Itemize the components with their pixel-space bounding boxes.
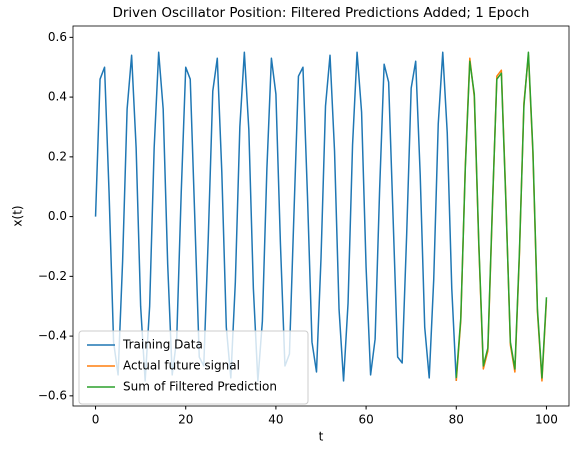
y-tick-label: −0.2 bbox=[38, 269, 67, 283]
x-tick-label: 0 bbox=[92, 413, 100, 427]
legend-label: Actual future signal bbox=[123, 359, 240, 373]
axes-frame bbox=[72, 25, 570, 407]
x-tick-label: 40 bbox=[268, 413, 283, 427]
y-axis-label: x(t) bbox=[11, 205, 25, 226]
x-tick-label: 80 bbox=[449, 413, 464, 427]
x-tick-label: 60 bbox=[358, 413, 373, 427]
y-tick-label: 0.6 bbox=[48, 30, 67, 44]
legend-label: Sum of Filtered Prediction bbox=[123, 380, 277, 394]
y-tick-label: −0.4 bbox=[38, 329, 67, 343]
y-tick-label: 0.2 bbox=[48, 149, 67, 163]
y-tick-label: 0.0 bbox=[48, 209, 67, 223]
y-tick-label: 0.4 bbox=[48, 90, 67, 104]
chart-title: Driven Oscillator Position: Filtered Pre… bbox=[112, 5, 529, 21]
legend-box bbox=[78, 330, 309, 405]
series-line bbox=[94, 51, 458, 382]
series-line bbox=[455, 54, 548, 382]
y-tick-label: −0.6 bbox=[38, 388, 67, 402]
x-axis-label: t bbox=[319, 430, 324, 444]
x-tick-label: 20 bbox=[178, 413, 193, 427]
legend-label: Training Data bbox=[122, 338, 203, 352]
x-tick-label: 100 bbox=[535, 413, 558, 427]
series-line bbox=[455, 51, 548, 379]
